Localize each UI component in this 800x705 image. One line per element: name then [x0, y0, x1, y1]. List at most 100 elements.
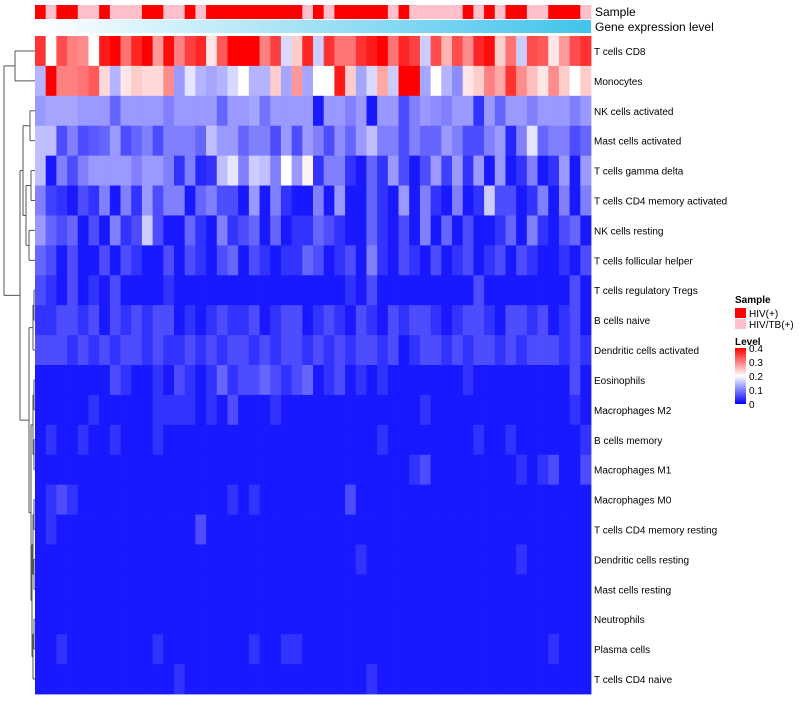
- heatmap-cell: [473, 95, 485, 127]
- heatmap-cell: [558, 335, 571, 366]
- heatmap-cell: [152, 125, 164, 157]
- heatmap-cell: [430, 335, 442, 366]
- heatmap-cell: [248, 454, 260, 486]
- heatmap-cell: [174, 95, 186, 127]
- heatmap-cell: [206, 245, 218, 276]
- heatmap-cell: [270, 484, 282, 515]
- heatmap-cell: [174, 424, 186, 456]
- heatmap-cell: [280, 574, 293, 605]
- heatmap-cell: [45, 424, 57, 456]
- heatmap-cell: [387, 95, 399, 127]
- heatmap-cell: [174, 454, 186, 486]
- heatmap-cell: [56, 245, 68, 276]
- heatmap-cell: [174, 65, 186, 97]
- heatmap-cell: [430, 604, 442, 635]
- heatmap-cell: [88, 424, 100, 456]
- heatmap-cell: [120, 544, 132, 575]
- heatmap-cell: [473, 125, 485, 157]
- heatmap-cell: [355, 245, 367, 276]
- heatmap-cell: [484, 514, 496, 545]
- heatmap-cell: [163, 95, 175, 127]
- heatmap-cell: [195, 305, 207, 336]
- heatmap-cell: [56, 454, 68, 486]
- heatmap-cell: [184, 544, 196, 575]
- heatmap-cell: [334, 484, 346, 515]
- heatmap-cell: [377, 574, 389, 605]
- heatmap-cell: [516, 604, 528, 635]
- row-label: Dendritic cells activated: [594, 346, 699, 357]
- heatmap-cell: [120, 125, 132, 157]
- heatmap-cell: [494, 215, 506, 246]
- heatmap-cell: [280, 634, 293, 665]
- heatmap-cell: [441, 514, 453, 545]
- heatmap-cell: [377, 155, 389, 186]
- sample-annotation-cell: [270, 5, 282, 19]
- heatmap-cell: [484, 604, 496, 635]
- heatmap-cell: [473, 36, 485, 67]
- heatmap-cell: [195, 394, 207, 426]
- heatmap-cell: [131, 544, 143, 575]
- heatmap-cell: [462, 634, 474, 665]
- heatmap-cell: [120, 574, 132, 605]
- heatmap-cell: [452, 365, 464, 396]
- heatmap-cell: [195, 574, 207, 605]
- heatmap-cell: [270, 36, 282, 67]
- heatmap-cell: [238, 454, 250, 486]
- heatmap-cell: [291, 544, 303, 575]
- heatmap-cell: [77, 424, 89, 456]
- heatmap-cell: [323, 634, 335, 665]
- heatmap-cell: [77, 275, 89, 306]
- row-label: Mast cells activated: [594, 137, 681, 148]
- heatmap-cell: [548, 305, 560, 336]
- sample-annotation-cell: [398, 5, 410, 19]
- heatmap-cell: [366, 424, 378, 456]
- heatmap-cell: [259, 574, 271, 605]
- heatmap-cell: [462, 36, 474, 67]
- heatmap-cell: [259, 604, 271, 635]
- heatmap-cell: [45, 155, 57, 186]
- sample-annotation-cell: [526, 5, 538, 19]
- heatmap-cell: [109, 604, 121, 635]
- heatmap-cell: [120, 185, 132, 216]
- heatmap-cell: [345, 574, 357, 605]
- heatmap-cell: [152, 245, 164, 276]
- heatmap-cell: [526, 95, 538, 127]
- heatmap-cell: [355, 275, 367, 306]
- heatmap-cell: [227, 484, 239, 515]
- heatmap-cell: [174, 305, 186, 336]
- heatmap-cell: [323, 514, 335, 545]
- heatmap-cell: [67, 365, 79, 396]
- heatmap-cell: [580, 604, 592, 635]
- heatmap-cell: [334, 305, 346, 336]
- heatmap-cell: [77, 544, 89, 575]
- heatmap-cell: [141, 36, 154, 67]
- heatmap-cell: [430, 245, 442, 276]
- gene-expression-track: [35, 20, 591, 33]
- heatmap-cell: [494, 574, 506, 605]
- heatmap-cell: [174, 275, 186, 306]
- heatmap-cell: [280, 484, 293, 515]
- heatmap-cell: [184, 185, 196, 216]
- heatmap-cell: [494, 634, 506, 665]
- sample-annotation-cell: [334, 5, 346, 19]
- heatmap-cell: [302, 305, 314, 336]
- heatmap-cell: [248, 36, 260, 67]
- heatmap-cell: [387, 245, 399, 276]
- heatmap-cell: [35, 544, 47, 575]
- heatmap-cell: [174, 514, 186, 545]
- heatmap-cell: [67, 574, 79, 605]
- heatmap-cell: [238, 36, 250, 67]
- heatmap-cell: [430, 544, 442, 575]
- heatmap-cell: [569, 185, 581, 216]
- heatmap-cell: [441, 155, 453, 186]
- heatmap-cell: [313, 634, 325, 665]
- heatmap-cell: [88, 604, 100, 635]
- heatmap-cell: [516, 125, 528, 157]
- heatmap-cell: [569, 155, 581, 186]
- heatmap-cell: [484, 424, 496, 456]
- heatmap-cell: [131, 484, 143, 515]
- heatmap-cell: [516, 574, 528, 605]
- heatmap-cell: [141, 65, 154, 97]
- heatmap-cell: [387, 185, 399, 216]
- heatmap-cell: [88, 335, 100, 366]
